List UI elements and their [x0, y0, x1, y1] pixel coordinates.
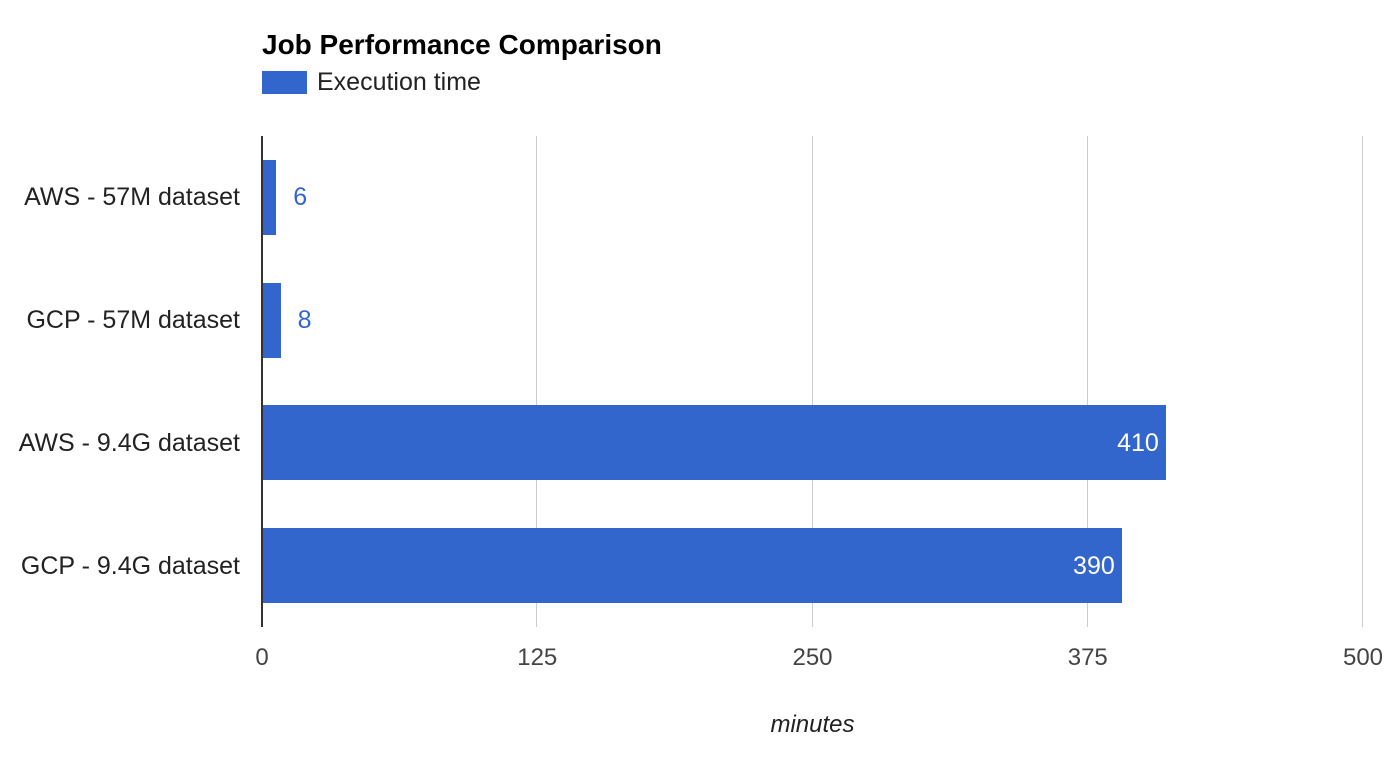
x-tick-label: 375 [1067, 644, 1108, 671]
category-label: GCP - 9.4G dataset [20, 551, 240, 580]
value-label: 390 [1073, 551, 1115, 580]
x-tick-label: 125 [517, 644, 558, 671]
value-label: 410 [1117, 428, 1159, 457]
gridline [811, 136, 813, 627]
value-label: 6 [293, 183, 308, 212]
bar-aws-9.4g-dataset[interactable] [263, 405, 1166, 481]
x-tick-label: 0 [255, 644, 269, 671]
x-axis-title: minutes [770, 711, 855, 738]
bar-gcp-9.4g-dataset[interactable] [263, 528, 1122, 604]
legend-label: Execution time [317, 68, 481, 96]
category-label: AWS - 57M dataset [24, 183, 240, 212]
x-tick-label: 500 [1342, 644, 1384, 671]
category-label: GCP - 57M dataset [26, 306, 240, 335]
value-label: 8 [297, 306, 312, 335]
bar-gcp-57m-dataset[interactable] [263, 282, 281, 358]
legend-swatch [262, 71, 307, 94]
gridline [1086, 136, 1088, 627]
gridline [536, 136, 538, 627]
x-tick-label: 250 [792, 644, 833, 671]
bar-aws-57m-dataset[interactable] [263, 159, 277, 235]
category-label: AWS - 9.4G dataset [18, 428, 240, 457]
gridline [1362, 136, 1363, 627]
legend: Execution time [262, 68, 481, 96]
y-axis-line [261, 136, 263, 627]
chart-title: Job Performance Comparison [262, 29, 662, 60]
